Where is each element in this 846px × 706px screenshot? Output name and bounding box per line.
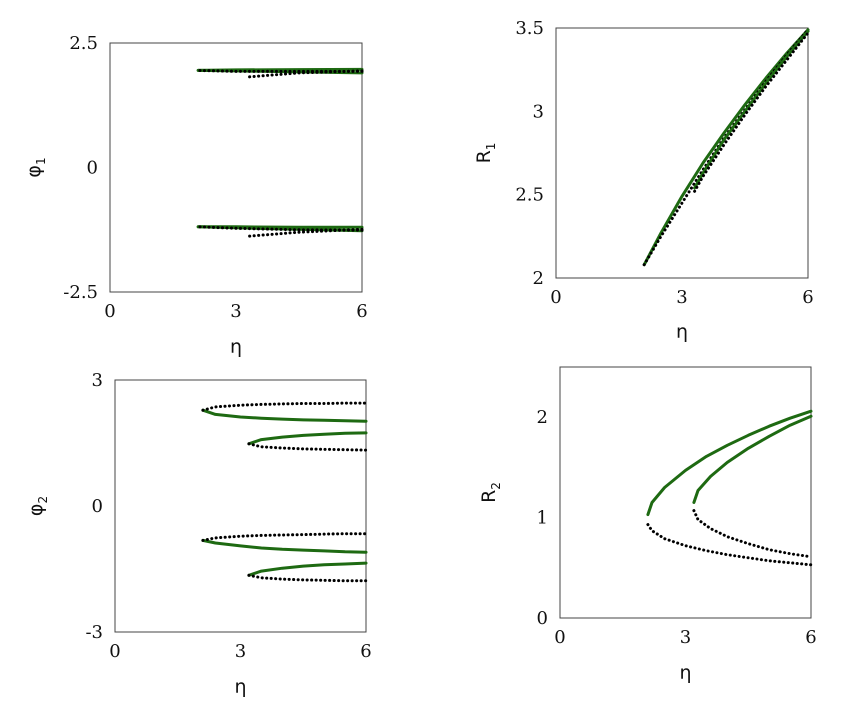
- x-tick-label: 6: [360, 641, 371, 662]
- x-axis-label-phi1: η: [230, 336, 242, 358]
- unstable-branch-phi2-5: [201, 532, 368, 542]
- x-tick-label: 0: [554, 627, 565, 648]
- y-tick-label: 2.5: [515, 185, 544, 206]
- panel-r1: 0 3 6 2 2.5 3 3.5 η R1: [473, 18, 814, 343]
- x-axis-label-r2: η: [679, 662, 691, 684]
- stable-branch-r1-2: [693, 29, 810, 190]
- y-tick-label: -3: [85, 622, 103, 643]
- panel-phi1: 0 3 6 -2.5 0 2.5 η φ1: [23, 33, 368, 358]
- unstable-branch-r1-1: [642, 28, 810, 267]
- unstable-branch-phi1-7: [196, 225, 364, 232]
- stable-branch-phi2-4: [201, 538, 368, 554]
- x-tick-label: 3: [235, 641, 246, 662]
- x-tick-label: 6: [805, 627, 816, 648]
- y-axis-label-r2: R2: [478, 482, 503, 503]
- unstable-branch-phi2-3: [247, 442, 368, 452]
- stable-branch-phi2-6: [247, 561, 368, 577]
- y-tick-label: -2.5: [63, 282, 98, 303]
- y-tick-label: 3.5: [515, 18, 544, 39]
- plot-frame-r2: [559, 366, 812, 619]
- y-axis-label-phi2: φ2: [25, 496, 50, 516]
- stable-branch-r2-0: [646, 409, 813, 517]
- stable-branch-phi2-0: [201, 408, 368, 423]
- x-tick-label: 0: [104, 301, 115, 322]
- unstable-branch-phi1-3: [196, 68, 364, 73]
- unstable-branch-r2-3: [692, 509, 813, 559]
- unstable-branch-phi1-6: [247, 227, 364, 238]
- x-tick-label: 0: [550, 287, 561, 308]
- x-tick-label: 3: [230, 301, 241, 322]
- panel-phi2: 0 3 6 -3 0 3 η φ2: [25, 370, 372, 698]
- unstable-branch-phi2-1: [201, 401, 368, 412]
- y-tick-label: 0: [92, 496, 103, 517]
- y-tick-label: 2: [533, 268, 544, 289]
- unstable-branch-phi2-7: [247, 573, 368, 583]
- x-axis-label-phi2: η: [234, 676, 246, 698]
- y-tick-label: 2.5: [69, 33, 98, 54]
- x-tick-label: 3: [676, 287, 687, 308]
- y-tick-label: 2: [537, 407, 548, 428]
- panel-r2: 0 3 6 0 1 2 η R2: [478, 366, 817, 684]
- y-tick-label: 0: [87, 158, 98, 179]
- y-tick-label: 3: [92, 370, 103, 391]
- unstable-branch-r2-1: [646, 523, 813, 567]
- x-tick-label: 6: [802, 287, 813, 308]
- stable-branch-r2-2: [692, 414, 813, 504]
- y-axis-label-phi1: φ1: [23, 157, 48, 177]
- x-tick-label: 0: [109, 641, 120, 662]
- x-tick-label: 3: [680, 627, 691, 648]
- plot-frame-phi2: [114, 379, 367, 633]
- y-tick-label: 1: [537, 508, 548, 529]
- y-tick-label: 3: [533, 101, 544, 122]
- unstable-branch-r1-3: [693, 31, 810, 193]
- plot-frame-r1: [555, 27, 809, 279]
- y-axis-label-r1: R1: [473, 143, 498, 164]
- plot-frame-phi1: [109, 42, 363, 293]
- stable-branch-phi2-2: [247, 431, 368, 446]
- y-tick-label: 0: [537, 608, 548, 629]
- x-axis-label-r1: η: [676, 321, 688, 343]
- x-tick-label: 6: [356, 301, 367, 322]
- stable-branch-r1-0: [642, 28, 810, 267]
